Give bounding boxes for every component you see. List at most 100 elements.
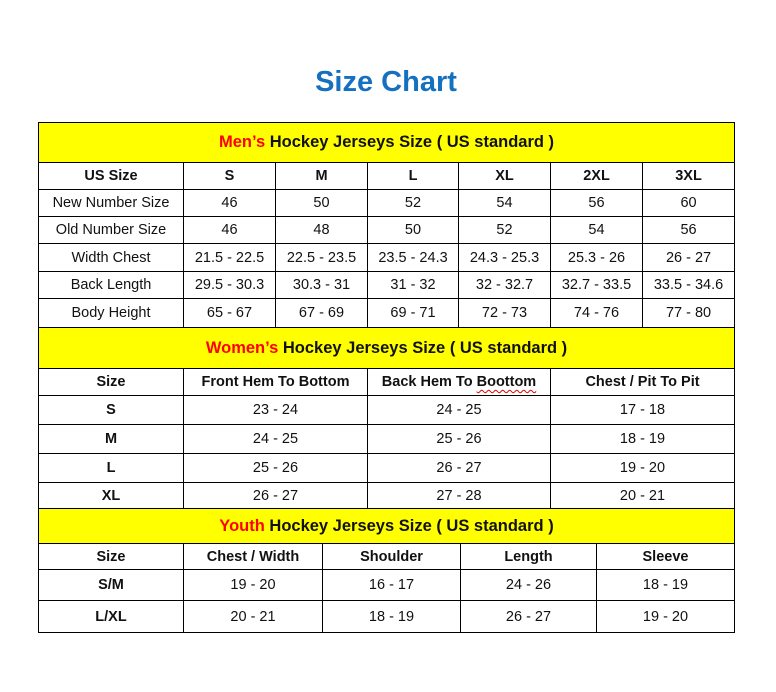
table-cell: 74 - 76 [550,298,643,328]
header-cell: Front Hem To Bottom [183,368,368,396]
mens-banner-text: Hockey Jerseys Size ( US standard ) [265,133,555,151]
table-row: US Size S M L XL 2XL 3XL [38,162,736,190]
table-cell: 29.5 - 30.3 [183,271,276,299]
table-cell: M [275,162,368,190]
table-cell: Sleeve [595,543,736,570]
table-row: L 25 - 26 26 - 27 19 - 20 [38,453,736,483]
table-cell: 18 - 19 [322,600,461,633]
table-cell: 30.3 - 31 [275,271,368,299]
misspelled-word: Boottom [476,374,537,390]
table-cell: US Size [38,162,184,190]
table-cell: XL [458,162,551,190]
table-cell: Body Height [38,298,184,328]
table-cell: 25 - 26 [183,453,368,483]
table-cell: 48 [275,216,368,244]
table-cell: 46 [183,189,276,217]
table-cell: 18 - 19 [595,569,736,601]
table-cell: M [38,424,184,454]
table-cell: 69 - 71 [367,298,459,328]
table-cell: 32.7 - 33.5 [550,271,643,299]
table-cell: Back Length [38,271,184,299]
table-cell: 21.5 - 22.5 [183,243,276,272]
table-cell: 24 - 25 [367,395,551,425]
table-cell: L [367,162,459,190]
table-row: New Number Size 46 50 52 54 56 60 [38,189,736,217]
table-cell: 27 - 28 [367,482,551,510]
table-row: Width Chest 21.5 - 22.5 22.5 - 23.5 23.5 - … [38,243,736,272]
table-cell: 26 - 27 [641,243,736,272]
table-cell: Chest / Width [183,543,323,570]
table-row: Back Length 29.5 - 30.3 30.3 - 31 31 - 32 32… [38,271,736,299]
table-cell: 24 - 25 [183,424,368,454]
table-row: M 24 - 25 25 - 26 18 - 19 [38,424,736,454]
youth-banner-accent: Youth [219,516,265,535]
table-row: Old Number Size 46 48 50 52 54 56 [38,216,736,244]
header-cell: Back Hem To Boottom [367,368,551,396]
table-cell: 54 [550,216,643,244]
table-cell: 22.5 - 23.5 [275,243,368,272]
mens-size-table: Men’s Hockey Jerseys Size ( US standard … [37,122,736,328]
table-cell: Length [460,543,597,570]
table-cell: 60 [641,189,736,217]
table-cell: Old Number Size [38,216,184,244]
table-cell: Width Chest [38,243,184,272]
table-cell: New Number Size [38,189,184,217]
table-cell: 56 [641,216,736,244]
table-cell: 31 - 32 [367,271,459,299]
table-cell: 46 [183,216,276,244]
mens-banner-accent: Men’s [219,133,266,151]
table-cell: 72 - 73 [458,298,551,328]
table-cell: 26 - 27 [183,482,368,510]
womens-size-table: Women’s Hockey Jerseys Size ( US standar… [37,327,736,510]
table-cell: 19 - 20 [549,453,736,483]
table-cell: 56 [550,189,643,217]
table-row: Size Chest / Width Shoulder Length Sleeve [38,543,736,570]
table-cell: 19 - 20 [595,600,736,633]
table-cell: L/XL [38,600,184,633]
table-row: S 23 - 24 24 - 25 17 - 18 [38,395,736,425]
table-cell: 18 - 19 [549,424,736,454]
table-cell: Size [38,543,184,570]
womens-banner-text: Hockey Jerseys Size ( US standard ) [278,338,568,357]
youth-banner: Youth Hockey Jerseys Size ( US standard … [37,508,736,544]
table-cell: 17 - 18 [549,395,736,425]
table-cell: S/M [38,569,184,601]
table-row: Body Height 65 - 67 67 - 69 69 - 71 72 - 73 7… [38,298,736,328]
table-cell: 67 - 69 [275,298,368,328]
table-cell: 2XL [550,162,643,190]
mens-banner: Men’s Hockey Jerseys Size ( US standard … [37,122,736,163]
table-cell: 26 - 27 [460,600,597,633]
table-row: XL 26 - 27 27 - 28 20 - 21 [38,482,736,510]
table-row: L/XL 20 - 21 18 - 19 26 - 27 19 - 20 [38,600,736,633]
table-cell: 24.3 - 25.3 [458,243,551,272]
table-cell: 25 - 26 [367,424,551,454]
table-cell: 33.5 - 34.6 [641,271,736,299]
table-cell: 20 - 21 [549,482,736,510]
table-cell: 24 - 26 [460,569,597,601]
table-cell: 26 - 27 [367,453,551,483]
table-row: S/M 19 - 20 16 - 17 24 - 26 18 - 19 [38,569,736,601]
table-cell: S [38,395,184,425]
table-cell: S [183,162,276,190]
header-text: Back Hem To [381,374,477,390]
table-cell: Shoulder [322,543,461,570]
table-cell: 16 - 17 [322,569,461,601]
page-title: Size Chart [315,66,457,98]
table-cell: 20 - 21 [183,600,323,633]
table-cell: 19 - 20 [183,569,323,601]
table-cell: 52 [458,216,551,244]
header-cell: Size [38,368,184,396]
table-cell: 32 - 32.7 [458,271,551,299]
table-cell: 23 - 24 [183,395,368,425]
youth-size-table: Youth Hockey Jerseys Size ( US standard … [37,508,736,633]
table-cell: 3XL [641,162,736,190]
table-cell: 25.3 - 26 [550,243,643,272]
table-cell: 52 [367,189,459,217]
table-cell: 50 [275,189,368,217]
womens-banner: Women’s Hockey Jerseys Size ( US standar… [37,327,736,369]
header-cell: Chest / Pit To Pit [549,368,736,396]
womens-banner-accent: Women’s [205,338,279,357]
table-cell: 54 [458,189,551,217]
table-cell: 77 - 80 [641,298,736,328]
youth-banner-text: Hockey Jerseys Size ( US standard ) [264,516,554,535]
